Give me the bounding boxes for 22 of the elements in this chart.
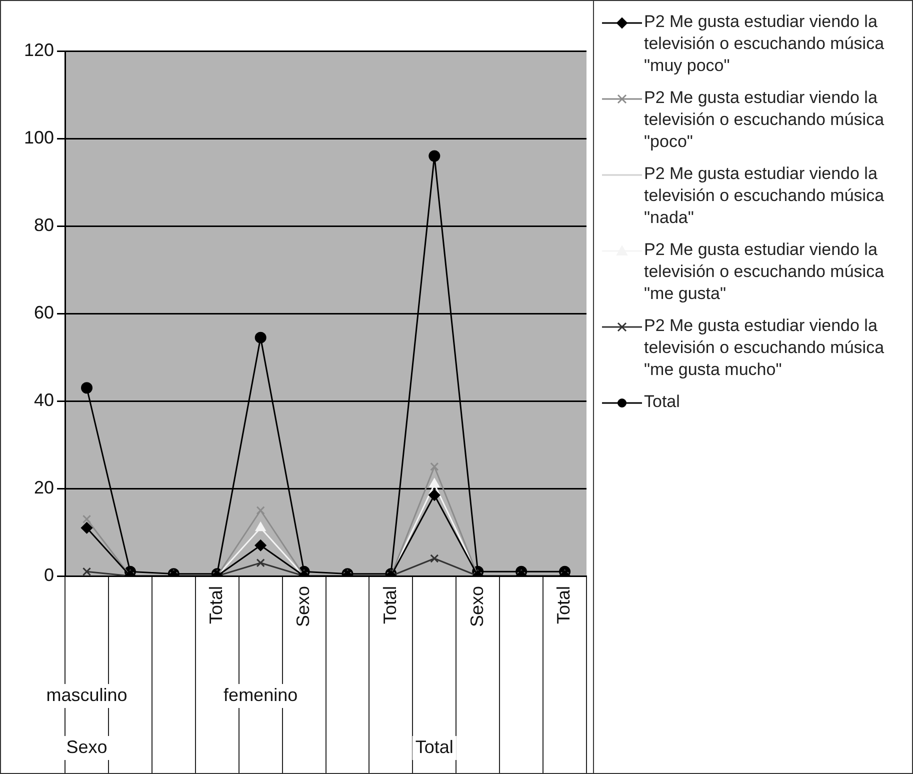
- y-tick-label: 60: [34, 302, 54, 322]
- text: femenino: [224, 684, 298, 705]
- x-tick-label: Total: [380, 586, 400, 624]
- legend-label: P2 Me gusta estudiar viendo la televisión o escuchando música "nada": [644, 163, 886, 229]
- x-tick-label: Total: [554, 586, 574, 624]
- legend-label: P2 Me gusta estudiar viendo la televisión o escuchando música "poco": [644, 87, 886, 153]
- y-tick-label: 80: [34, 214, 54, 235]
- text: Total: [415, 736, 454, 757]
- y-tick-label: 0: [44, 564, 54, 585]
- y-tick-label: 20: [34, 477, 54, 498]
- y-tick-label: 40: [34, 390, 54, 410]
- legend-label: P2 Me gusta estudiar viendo la televisión o escuchando música "me gusta mucho": [644, 315, 886, 381]
- text: Sexo: [66, 736, 108, 757]
- x-tick-label: Sexo: [466, 586, 487, 628]
- legend-label: P2 Me gusta estudiar viendo la televisión o escuchando música "me gusta": [644, 239, 886, 305]
- legend-label: Total: [644, 391, 680, 413]
- x-tick-label: Sexo: [293, 586, 314, 628]
- text: masculino: [46, 684, 128, 705]
- y-tick-label: 120: [24, 40, 54, 60]
- y-tick-label: 100: [24, 127, 54, 148]
- x-tick-label: Total: [206, 586, 226, 624]
- legend-label: P2 Me gusta estudiar viendo la televisión o escuchando música "muy poco": [644, 11, 886, 77]
